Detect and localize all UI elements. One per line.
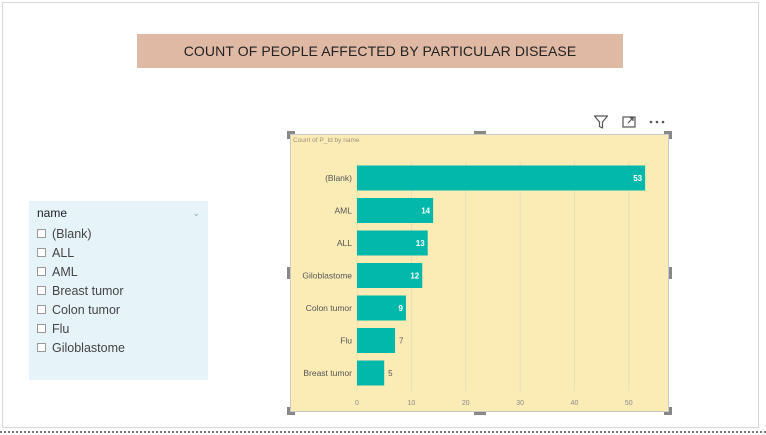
data-label: 7: [399, 337, 404, 346]
checkbox[interactable]: [37, 267, 46, 276]
slicer-item[interactable]: Colon tumor: [37, 300, 200, 319]
resize-handle[interactable]: [669, 407, 672, 415]
slicer-item-label: (Blank): [52, 226, 92, 241]
bar[interactable]: [357, 360, 385, 386]
more-options-icon[interactable]: [648, 113, 666, 131]
page-divider: [0, 431, 766, 433]
resize-handle[interactable]: [664, 412, 672, 415]
resize-handle[interactable]: [474, 131, 486, 134]
filter-icon[interactable]: [592, 113, 610, 131]
data-label: 5: [388, 369, 393, 378]
resize-handle[interactable]: [287, 412, 295, 415]
x-tick-label: 10: [407, 400, 415, 407]
data-label: 13: [416, 239, 425, 248]
report-title: COUNT OF PEOPLE AFFECTED BY PARTICULAR D…: [137, 34, 623, 68]
slicer-item[interactable]: AML: [37, 262, 200, 281]
x-tick-label: 40: [571, 400, 579, 407]
x-tick-label: 50: [625, 400, 633, 407]
data-label: 14: [421, 207, 430, 216]
category-label: Colon tumor: [306, 303, 352, 313]
bar[interactable]: [357, 263, 423, 288]
resize-handle[interactable]: [669, 267, 672, 279]
slicer-item-label: Flu: [52, 321, 70, 336]
bar[interactable]: [357, 165, 646, 191]
resize-handle[interactable]: [664, 131, 672, 134]
slicer-item-label: Colon tumor: [52, 302, 121, 317]
data-label: 12: [410, 272, 419, 281]
resize-handle[interactable]: [669, 131, 672, 139]
slicer-title: name: [37, 206, 68, 220]
name-slicer[interactable]: name ⌄ (Blank) ALL AML Breast tumor Colo…: [29, 201, 208, 380]
report-canvas: [2, 2, 758, 428]
labels: 0 10 20 30 40 50 (Blank) 53 AML 14 ALL 13 Giloblasto…: [302, 173, 642, 407]
slicer-item[interactable]: Breast tumor: [37, 281, 200, 300]
slicer-list: (Blank) ALL AML Breast tumor Colon tumor…: [37, 224, 200, 357]
resize-handle[interactable]: [287, 131, 290, 139]
checkbox[interactable]: [37, 229, 46, 238]
checkbox[interactable]: [37, 324, 46, 333]
bar[interactable]: [357, 295, 406, 321]
checkbox[interactable]: [37, 286, 46, 295]
slicer-item[interactable]: (Blank): [37, 224, 200, 243]
bar[interactable]: [357, 230, 428, 256]
category-label: AML: [335, 206, 353, 216]
bar[interactable]: [357, 198, 434, 223]
slicer-item-label: AML: [52, 264, 78, 279]
slicer-item-label: Giloblastome: [52, 340, 125, 355]
category-label: (Blank): [325, 173, 352, 183]
checkbox[interactable]: [37, 305, 46, 314]
x-tick-label: 20: [462, 400, 470, 407]
slicer-item-label: ALL: [52, 245, 75, 260]
category-label: Breast tumor: [303, 368, 352, 378]
slicer-item[interactable]: Giloblastome: [37, 338, 200, 357]
resize-handle[interactable]: [287, 407, 290, 415]
focus-mode-icon[interactable]: [620, 113, 638, 131]
checkbox[interactable]: [37, 248, 46, 257]
data-label: 9: [398, 304, 403, 313]
slicer-item[interactable]: ALL: [37, 243, 200, 262]
visual-header-toolbar: [590, 113, 670, 133]
resize-handle[interactable]: [474, 412, 486, 415]
bars: [357, 165, 646, 386]
chevron-down-icon[interactable]: ⌄: [192, 207, 200, 218]
canvas-right-edge: [758, 2, 759, 428]
bar-chart: 0 10 20 30 40 50 (Blank) 53 AML 14 ALL 13 Giloblasto…: [293, 137, 646, 407]
slicer-item-label: Breast tumor: [52, 283, 124, 298]
category-label: Flu: [340, 336, 352, 346]
x-tick-label: 0: [355, 400, 359, 407]
bar[interactable]: [357, 328, 396, 353]
chart-caption: Count of P_Id by name: [293, 137, 360, 144]
slicer-item[interactable]: Flu: [37, 319, 200, 338]
category-label: Giloblastome: [302, 271, 352, 281]
data-label: 53: [633, 174, 642, 183]
bar-chart-visual[interactable]: 0 10 20 30 40 50 (Blank) 53 AML 14 ALL 13 Giloblasto…: [290, 134, 669, 412]
checkbox[interactable]: [37, 343, 46, 352]
category-label: ALL: [337, 238, 352, 248]
resize-handle[interactable]: [287, 267, 290, 279]
resize-handle[interactable]: [287, 131, 295, 134]
slicer-header[interactable]: name ⌄: [37, 206, 200, 220]
x-tick-label: 30: [516, 400, 524, 407]
